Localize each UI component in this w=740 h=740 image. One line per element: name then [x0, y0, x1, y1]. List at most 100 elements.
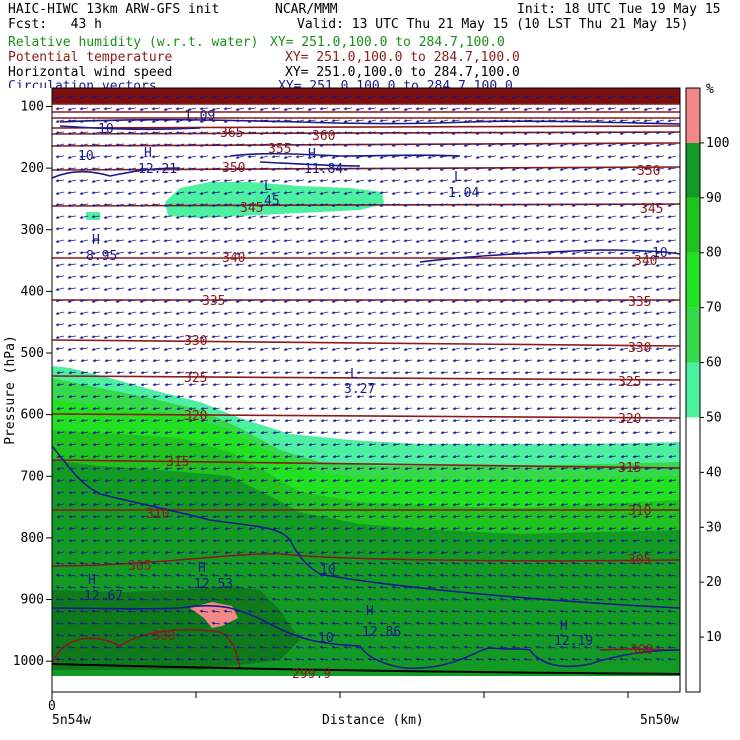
circulation-vector	[67, 131, 77, 135]
circulation-vector	[319, 191, 329, 195]
circulation-vector	[511, 179, 521, 183]
circulation-vector	[535, 119, 545, 123]
theta-label-325-right: 325	[618, 375, 641, 390]
circulation-vector	[103, 131, 113, 135]
circulation-vector	[91, 191, 101, 195]
circulation-vector	[607, 107, 617, 111]
circulation-vector	[667, 167, 677, 171]
circulation-vector	[235, 95, 245, 99]
circulation-vector	[427, 131, 437, 135]
circulation-vector	[571, 143, 581, 147]
circulation-vector	[523, 155, 533, 159]
circulation-vector	[247, 119, 257, 123]
circulation-vector	[55, 131, 65, 135]
circulation-vector	[367, 95, 377, 99]
circulation-vector	[487, 119, 497, 123]
circulation-vector	[655, 167, 665, 171]
circulation-vector	[427, 179, 437, 183]
circulation-vector	[499, 155, 509, 159]
circulation-vector	[355, 191, 365, 195]
circulation-vector	[631, 119, 641, 123]
circulation-vector	[103, 191, 113, 195]
circulation-vector	[511, 191, 521, 195]
circulation-vector	[451, 119, 461, 123]
circulation-vector	[583, 155, 593, 159]
circulation-vector	[463, 179, 473, 183]
circulation-vector	[271, 107, 281, 111]
circulation-vector	[67, 143, 77, 147]
circulation-vector	[259, 95, 269, 99]
circulation-vector	[355, 95, 365, 99]
circulation-vector	[559, 155, 569, 159]
circulation-vector	[595, 143, 605, 147]
circulation-vector	[475, 119, 485, 123]
circulation-vector	[211, 179, 221, 183]
circulation-vector	[631, 155, 641, 159]
circulation-vector	[319, 107, 329, 111]
circulation-vector	[295, 131, 305, 135]
circulation-vector	[295, 95, 305, 99]
colorbar-tick-label: 10	[706, 630, 722, 645]
circulation-vector	[355, 131, 365, 135]
circulation-vector	[175, 119, 185, 123]
circulation-vector	[55, 107, 65, 111]
extremum-h-1184: 11.84	[304, 162, 343, 177]
circulation-vector	[199, 95, 209, 99]
circulation-vector	[103, 143, 113, 147]
circulation-vector	[367, 143, 377, 147]
circulation-vector	[403, 191, 413, 195]
circulation-vector	[343, 131, 353, 135]
circulation-vector	[247, 155, 257, 159]
circulation-vector	[319, 179, 329, 183]
extremum-h-letter-2: H	[144, 146, 152, 161]
theta-label-305-right: 305	[628, 553, 651, 568]
circulation-vector	[55, 95, 65, 99]
circulation-vector	[331, 131, 341, 135]
circulation-vector	[367, 179, 377, 183]
wind-line-10-mid	[52, 445, 680, 609]
circulation-vector	[427, 155, 437, 159]
wind-label-right: 10	[652, 246, 668, 261]
colorbar-unit: %	[706, 82, 714, 97]
extremum-h-letter-4: H	[88, 573, 96, 588]
circulation-vector	[595, 167, 605, 171]
circulation-vector	[439, 107, 449, 111]
y-tick-label: 500	[21, 346, 44, 361]
rh-band-100-core	[52, 586, 300, 670]
circulation-vector	[127, 95, 137, 99]
circulation-vector	[379, 107, 389, 111]
circulation-vector	[607, 155, 617, 159]
circulation-vector	[439, 143, 449, 147]
extremum-h-1267: 12.67	[84, 589, 123, 604]
circulation-vector	[475, 167, 485, 171]
circulation-vector	[391, 179, 401, 183]
y-axis: 100 200 300 400 500 600 700 800 900 1000	[13, 99, 52, 669]
circulation-vector	[247, 179, 257, 183]
circulation-vector	[523, 191, 533, 195]
circulation-vector	[451, 155, 461, 159]
y-tick-label: 100	[21, 99, 44, 114]
circulation-vector	[211, 143, 221, 147]
theta-label-350-right: 350	[637, 164, 660, 179]
circulation-vector	[91, 179, 101, 183]
circulation-vector	[307, 95, 317, 99]
circulation-vector	[199, 179, 209, 183]
circulation-vector	[415, 191, 425, 195]
colorbar-band	[686, 362, 700, 418]
circulation-vector	[295, 167, 305, 171]
colorbar-tick-label: 20	[706, 575, 722, 590]
circulation-vector	[79, 167, 89, 171]
circulation-vector	[583, 179, 593, 183]
circulation-vector	[139, 143, 149, 147]
colorbar-tick-label: 70	[706, 301, 722, 316]
circulation-vector	[331, 167, 341, 171]
circulation-vector	[667, 107, 677, 111]
circulation-vector	[439, 167, 449, 171]
circulation-vector	[583, 107, 593, 111]
extremum-h-1221: 12.21	[138, 162, 177, 177]
circulation-vector	[115, 155, 125, 159]
x-axis-right-label: 5n50w	[640, 713, 679, 728]
circulation-vector	[451, 131, 461, 135]
legend-wind-xy: XY= 251.0,100.0 to 284.7,100.0	[285, 65, 520, 80]
circulation-vector	[595, 155, 605, 159]
